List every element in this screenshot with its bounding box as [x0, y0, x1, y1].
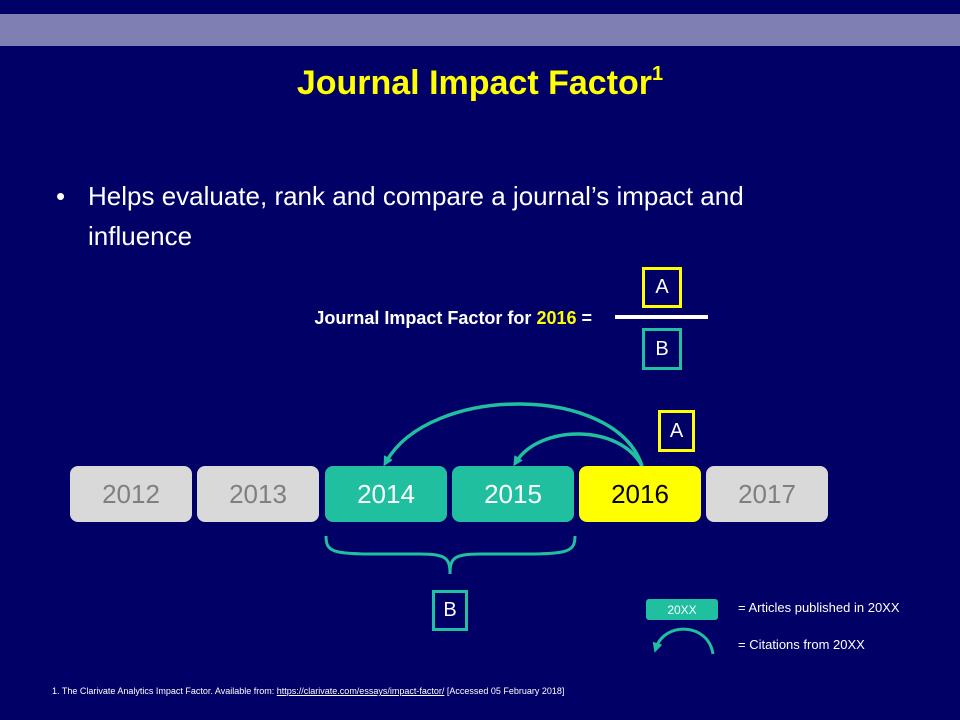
footnote-suffix: [Accessed 05 February 2018]	[444, 686, 565, 696]
legend-articles-text: = Articles published in 20XX	[738, 600, 900, 615]
arrow-2016-to-2015	[513, 432, 644, 467]
year-2016-label: 2016	[611, 478, 669, 509]
fraction-line	[615, 315, 708, 319]
articles-label: B	[443, 599, 457, 621]
legend-articles-chip: 20XX	[646, 599, 718, 620]
formula-denominator: B	[655, 337, 669, 360]
year-2012-label: 2012	[102, 478, 160, 509]
year-2014: 2014	[325, 466, 447, 522]
formula-label-year: 2016	[536, 308, 577, 328]
year-2017: 2017	[706, 466, 828, 522]
year-2015: 2015	[452, 466, 574, 522]
articles-label-box: B	[432, 590, 468, 631]
formula-denominator-box: B	[642, 328, 682, 370]
brace-2014-2015	[324, 535, 577, 575]
legend-arrow-icon	[652, 627, 715, 655]
citations-label-box: A	[658, 410, 695, 452]
slide-title-text: Journal Impact Factor	[296, 64, 653, 102]
bullet-text: Helps evaluate, rank and compare a journ…	[88, 181, 744, 251]
footnote: 1. The Clarivate Analytics Impact Factor…	[52, 686, 564, 696]
year-2016: 2016	[579, 466, 701, 522]
header-band	[0, 14, 960, 46]
year-2015-label: 2015	[484, 478, 542, 509]
citations-label: A	[669, 419, 684, 442]
formula-numerator: A	[655, 276, 669, 298]
formula-label-prefix: Journal Impact Factor for	[314, 308, 537, 328]
footnote-link[interactable]: https://clarivate.com/essays/impact-fact…	[276, 686, 445, 696]
year-2012: 2012	[70, 466, 192, 522]
slide-title: Journal Impact Factor1	[0, 62, 960, 103]
formula-numerator-box: A	[642, 267, 682, 308]
footnote-prefix: 1. The Clarivate Analytics Impact Factor…	[52, 686, 277, 696]
arrow-2016-to-2014	[383, 402, 644, 467]
legend-citations-text: = Citations from 20XX	[738, 637, 865, 652]
year-2013: 2013	[197, 466, 319, 522]
year-2013-label: 2013	[229, 478, 287, 509]
title-footnote-ref: 1	[652, 62, 664, 85]
formula-label: Journal Impact Factor for 2016 =	[314, 308, 592, 329]
legend-chip-label: 20XX	[667, 602, 697, 617]
formula-label-suffix: =	[576, 308, 592, 328]
year-2017-label: 2017	[738, 478, 796, 509]
bullet-dot: •	[56, 181, 66, 211]
year-2014-label: 2014	[357, 478, 415, 509]
